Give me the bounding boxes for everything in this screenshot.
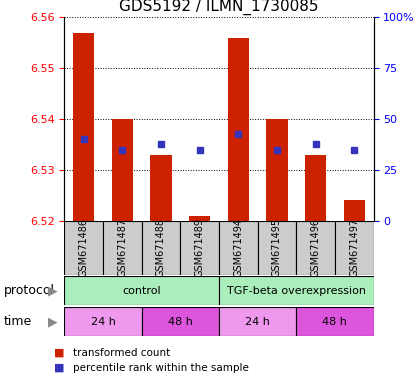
Text: percentile rank within the sample: percentile rank within the sample [73,363,249,373]
Bar [344,200,365,221]
Text: ▶: ▶ [48,285,58,297]
Bar [142,221,180,275]
Text: 48 h: 48 h [322,316,347,327]
Bar [296,307,374,336]
Bar [219,276,374,305]
Text: time: time [4,315,32,328]
Bar [142,307,219,336]
Text: GSM671497: GSM671497 [349,218,359,277]
Text: protocol: protocol [4,285,55,297]
Bar [64,276,219,305]
Bar [258,221,296,275]
Text: GSM671486: GSM671486 [79,218,89,277]
Bar [266,119,288,221]
Bar [305,155,326,221]
Text: 24 h: 24 h [245,316,270,327]
Bar [103,221,142,275]
Bar [64,221,103,275]
Bar [219,221,258,275]
Text: ■: ■ [54,348,64,358]
Text: 24 h: 24 h [90,316,115,327]
Bar [219,307,296,336]
Bar [150,155,171,221]
Bar [180,221,219,275]
Text: transformed count: transformed count [73,348,170,358]
Bar [296,221,335,275]
Text: control: control [122,286,161,296]
Text: GSM671487: GSM671487 [117,218,127,277]
Bar [189,216,210,221]
Text: GSM671496: GSM671496 [310,218,320,277]
Text: ▶: ▶ [48,315,58,328]
Text: GSM671494: GSM671494 [233,218,243,277]
Bar [112,119,133,221]
Text: TGF-beta overexpression: TGF-beta overexpression [227,286,366,296]
Text: ■: ■ [54,363,64,373]
Text: 48 h: 48 h [168,316,193,327]
Text: GSM671488: GSM671488 [156,218,166,277]
Bar [335,221,374,275]
Text: GSM671489: GSM671489 [195,218,205,277]
Bar [64,307,142,336]
Bar [73,33,94,221]
Title: GDS5192 / ILMN_1730085: GDS5192 / ILMN_1730085 [119,0,319,15]
Bar [227,38,249,221]
Text: GSM671495: GSM671495 [272,218,282,277]
